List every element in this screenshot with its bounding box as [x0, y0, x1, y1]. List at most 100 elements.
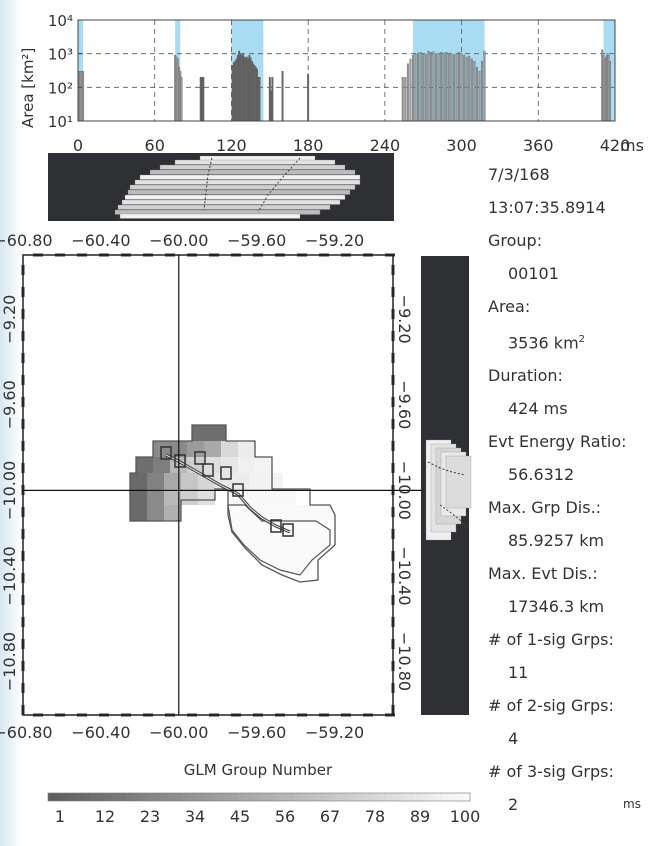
- colorbar-cell: [132, 793, 140, 801]
- colorbar-cell: [195, 793, 204, 801]
- colorbar-cell: [83, 793, 91, 801]
- histogram-y-label: Area [km²]: [19, 48, 37, 128]
- colorbar-cell: [301, 793, 309, 801]
- histogram-x-tick-label: 420: [600, 136, 631, 155]
- info-ms-unit: ms: [623, 797, 641, 811]
- colorbar-tick-label: 12: [95, 807, 115, 826]
- histogram-bar: [478, 71, 481, 122]
- colorbar-cell: [76, 793, 84, 801]
- colorbar-cell: [462, 793, 471, 801]
- map-right-y-tick-label: −10.40: [395, 546, 414, 605]
- histogram-bar: [470, 58, 473, 122]
- histogram-bar: [281, 71, 284, 122]
- histogram-bar: [442, 52, 445, 122]
- time-longitude-panel: [48, 153, 394, 221]
- colorbar-cell: [273, 793, 281, 801]
- colorbar-cell: [413, 793, 422, 801]
- colorbar-tick-label: 45: [230, 807, 250, 826]
- footprint-cell: [313, 505, 330, 521]
- colorbar-tick-label: 67: [320, 807, 340, 826]
- colorbar-cell: [287, 793, 295, 801]
- footprint-cell: [136, 457, 153, 473]
- colorbar-cell: [237, 793, 246, 801]
- footprint-map: −60.80 −60.40 −60.00 −59.60 −59.20 −60.80 −60…: [0, 231, 469, 779]
- colorbar-cell: [97, 793, 105, 801]
- info-area-value: 3536 km: [508, 333, 579, 353]
- map-bottom-x-tick-label: −59.60: [227, 723, 286, 742]
- histogram-x-tick-label: 300: [446, 136, 477, 155]
- histogram-bar: [608, 60, 611, 122]
- footprint-core-cell: [194, 451, 206, 465]
- info-max-evt-value: 17346.3 km: [508, 597, 605, 617]
- histogram-bar: [455, 53, 458, 122]
- time-longitude-row: [149, 169, 356, 175]
- time-longitude-row: [117, 204, 331, 210]
- histogram-bar: [440, 52, 443, 122]
- colorbar-cell: [329, 793, 337, 801]
- footprint-cell: [181, 489, 198, 505]
- histogram-bar: [447, 53, 450, 122]
- map-left-y-tick-label: −10.00: [0, 461, 19, 520]
- map-top-x-tick-label: −60.40: [71, 231, 130, 250]
- histogram-bar: [409, 58, 412, 122]
- colorbar-tick-label: 1: [55, 807, 65, 826]
- colorbar-border: [47, 792, 471, 802]
- histogram-bar: [404, 77, 407, 122]
- info-sig3-value: 2: [508, 795, 519, 815]
- colorbar: 1 12 23 34 45 56 67 78 89 100: [47, 792, 480, 826]
- footprint-cell: [238, 457, 255, 473]
- colorbar-cell: [153, 793, 162, 801]
- histogram-bar: [463, 55, 466, 122]
- histogram-bar: [435, 53, 437, 122]
- info-area-exponent: 2: [578, 334, 586, 345]
- time-longitude-row: [159, 164, 346, 170]
- histogram-bar: [427, 50, 430, 122]
- footprint-cell: [221, 457, 238, 473]
- histogram-x-tick-label: 180: [293, 136, 324, 155]
- footprint-cell: [279, 505, 296, 521]
- footprint-cell: [147, 489, 164, 505]
- histogram-y-tick-label: 10²: [48, 79, 73, 97]
- footprint-cell: [221, 441, 238, 457]
- colorbar-cell: [139, 793, 147, 801]
- footprint-cell: [255, 457, 272, 473]
- footprint-cell: [198, 489, 215, 505]
- colorbar-cell: [420, 793, 429, 801]
- colorbar-cell: [343, 793, 351, 801]
- colorbar-cell: [322, 793, 330, 801]
- info-energy-value: 56.6312: [508, 465, 575, 485]
- info-max-evt-label: Max. Evt Dis.:: [488, 564, 598, 584]
- colorbar-cell: [364, 793, 373, 801]
- footprint-cell: [262, 489, 279, 505]
- colorbar-cell: [441, 793, 450, 801]
- colorbar-cell: [62, 793, 70, 801]
- footprint-cell: [204, 441, 221, 457]
- histogram-bar: [437, 53, 440, 122]
- histogram-bar: [429, 52, 432, 122]
- footprint-cell: [245, 489, 262, 505]
- map-bottom-x-tick-label: −60.40: [71, 723, 130, 742]
- map-right-y-tick-label: −9.60: [395, 380, 414, 429]
- colorbar-cell: [371, 793, 380, 801]
- colorbar-cell: [244, 793, 253, 801]
- info-group-label: Group:: [488, 231, 543, 250]
- time-longitude-trace: [257, 157, 301, 213]
- footprint-cell: [130, 505, 147, 521]
- colorbar-cell: [350, 793, 358, 801]
- footprint-cell: [279, 489, 296, 505]
- map-x-axis-label: GLM Group Number: [184, 761, 333, 779]
- histogram-bar: [307, 73, 310, 122]
- histogram-y-tick-label: 10³: [48, 46, 73, 64]
- info-group-value: 00101: [508, 264, 559, 283]
- info-sig2-value: 4: [508, 729, 519, 749]
- info-area-row: 3536 km2: [488, 323, 648, 359]
- histogram-bar: [401, 77, 404, 122]
- footprint-core-cell: [174, 454, 186, 468]
- colorbar-cell: [118, 793, 126, 801]
- colorbar-cell: [315, 793, 323, 801]
- colorbar-cell: [174, 793, 183, 801]
- map-bottom-x-tick-label: −59.20: [305, 723, 364, 742]
- time-longitude-row: [114, 209, 321, 215]
- colorbar-tick-label: 56: [275, 807, 295, 826]
- footprint-cell: [249, 473, 266, 489]
